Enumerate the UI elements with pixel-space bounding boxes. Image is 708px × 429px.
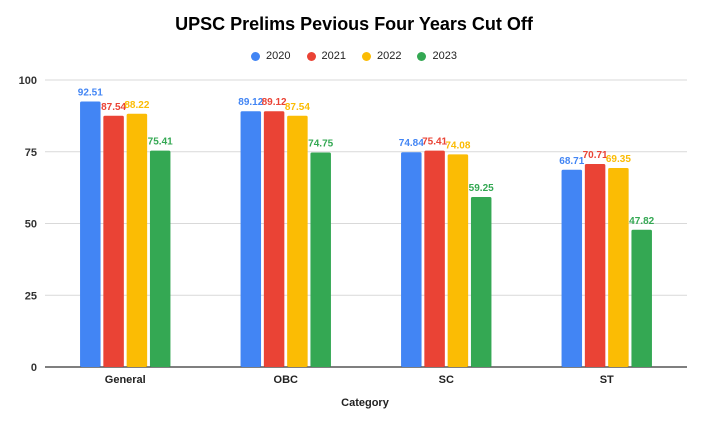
data-label: 74.75 (308, 138, 333, 149)
y-tick-labels: 0 25 50 75 100 (19, 75, 37, 374)
x-tick-labels: General OBC SC ST (105, 374, 614, 386)
bar (149, 150, 171, 367)
data-label: 68.71 (559, 156, 584, 167)
data-label: 69.35 (606, 154, 631, 165)
y-tick-label: 0 (31, 362, 37, 374)
legend-swatch-icon (306, 51, 316, 61)
chart-title: UPSC Prelims Pevious Four Years Cut Off (175, 14, 533, 34)
bar (447, 154, 469, 367)
data-label: 70.71 (583, 150, 608, 161)
x-tick-label: General (105, 374, 146, 386)
data-label: 89.12 (238, 97, 263, 108)
bar (103, 115, 124, 368)
bar (608, 167, 629, 367)
bar (310, 152, 331, 367)
data-label: 74.84 (399, 138, 424, 149)
data-label: 92.51 (78, 87, 103, 98)
legend: 2020 2021 2022 2023 (0, 50, 708, 62)
data-labels: 92.5187.5488.2275.4189.1289.1287.5474.75… (78, 87, 655, 226)
bar (240, 111, 262, 367)
y-tick-label: 100 (19, 75, 37, 87)
data-label: 59.25 (469, 183, 494, 194)
x-tick-label: OBC (274, 374, 299, 386)
x-tick-label: SC (439, 374, 454, 386)
x-axis-label: Category (341, 397, 390, 409)
legend-item: 2021 (306, 50, 346, 62)
legend-item: 2020 (251, 50, 291, 62)
legend-swatch-icon (362, 51, 371, 61)
legend-item: 2022 (362, 50, 401, 62)
legend-label: 2020 (266, 50, 291, 62)
y-tick-label: 50 (25, 219, 37, 231)
data-label: 74.08 (445, 140, 470, 151)
legend-item: 2023 (417, 50, 457, 62)
data-label: 87.54 (101, 102, 126, 113)
x-tick-label: ST (600, 374, 614, 386)
data-label: 88.22 (124, 100, 149, 111)
data-label: 87.54 (285, 102, 310, 113)
legend-label: 2022 (377, 50, 402, 62)
bar (470, 196, 492, 367)
bar (424, 150, 445, 367)
legend-label: 2021 (321, 50, 346, 62)
y-tick-label: 25 (25, 290, 37, 302)
data-label: 89.12 (262, 97, 287, 108)
bar (561, 169, 583, 367)
bar (287, 115, 308, 368)
bar (126, 113, 148, 368)
bar (80, 101, 101, 367)
bar (263, 111, 285, 367)
bars (80, 101, 652, 368)
data-label: 75.41 (148, 137, 173, 148)
data-label: 47.82 (629, 216, 654, 227)
bar (401, 152, 422, 367)
bar (631, 229, 652, 367)
legend-swatch-icon (251, 51, 261, 61)
data-label: 75.41 (422, 137, 447, 148)
legend-label: 2023 (432, 50, 457, 62)
bar (584, 164, 606, 367)
legend-swatch-icon (417, 51, 427, 61)
y-tick-label: 75 (25, 147, 37, 159)
